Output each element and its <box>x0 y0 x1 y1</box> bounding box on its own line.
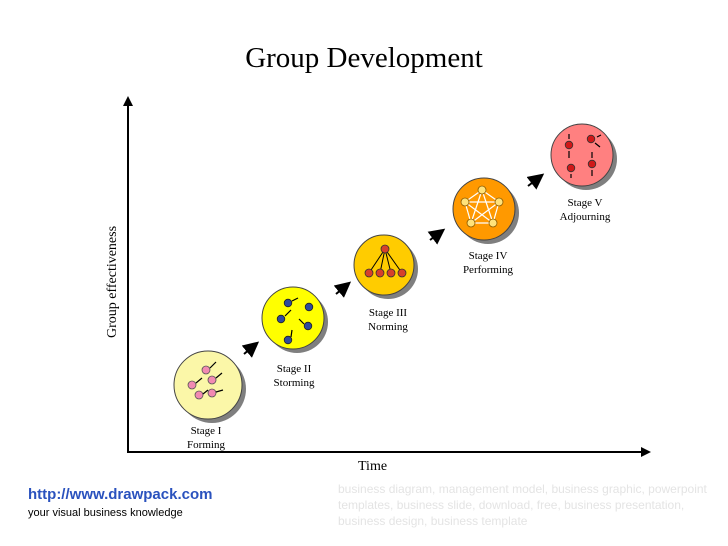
stage-2-label: Stage II Storming <box>244 362 344 390</box>
stage-5-disc <box>550 123 614 187</box>
stage-3-disc <box>353 234 415 296</box>
x-axis-arrowhead <box>641 447 651 457</box>
stage-1-label: Stage I Forming <box>156 424 256 452</box>
stage-4-name: Stage IV <box>468 250 508 262</box>
stage-1-phase: Forming <box>187 439 225 451</box>
stage-4-circle <box>452 177 522 252</box>
stage-5-circle <box>550 123 620 198</box>
stage-3-name: Stage III <box>368 307 408 319</box>
footer-tagline: your visual business knowledge <box>28 507 183 519</box>
y-axis-line <box>127 100 129 452</box>
stage-2-disc <box>261 286 325 350</box>
arrow-stage-2-to-3 <box>333 281 352 298</box>
stage-3-phase: Norming <box>368 321 408 333</box>
diagram-title: Group Development <box>245 42 483 74</box>
stage-5-name: Stage V <box>567 197 603 209</box>
arrow-stage-3-to-4 <box>427 228 446 245</box>
stage-4-label: Stage IV Performing <box>438 249 538 277</box>
stage-2-circle <box>261 286 331 361</box>
x-axis-line <box>127 451 642 453</box>
footer-keywords: business diagram, management model, busi… <box>338 482 707 528</box>
stage-1-circle <box>172 349 248 430</box>
stage-5-label: Stage V Adjourning <box>535 196 635 224</box>
stage-2-name: Stage II <box>276 363 312 375</box>
stage-3-label: Stage III Norming <box>338 306 438 334</box>
stage-5-phase: Adjourning <box>559 211 611 223</box>
arrow-stage-4-to-5 <box>526 173 545 190</box>
stage-1-disc <box>173 350 243 420</box>
arrow-stage-1-to-2 <box>241 341 260 358</box>
stage-3-circle <box>353 234 420 306</box>
x-axis-label: Time <box>358 459 388 474</box>
footer-link[interactable]: http://www.drawpack.com <box>28 486 213 503</box>
stage-4-phase: Performing <box>462 264 514 276</box>
stage-2-phase: Storming <box>273 377 315 389</box>
stage-1-name: Stage I <box>190 425 222 437</box>
y-axis-arrowhead <box>123 96 133 106</box>
